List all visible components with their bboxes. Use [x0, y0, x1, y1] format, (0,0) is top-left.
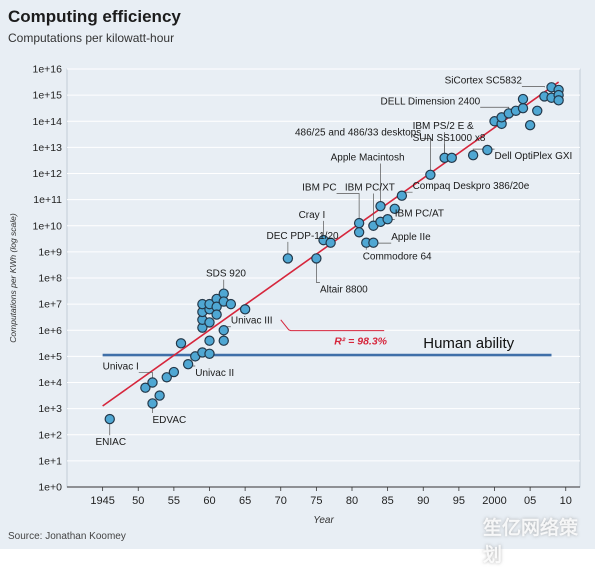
annotation-label: Univac II — [195, 368, 234, 379]
x-tick-label: 70 — [275, 495, 287, 507]
data-point — [283, 254, 292, 263]
y-tick-label: 1e+8 — [38, 273, 62, 285]
r-squared-label: R² = 98.3% — [334, 336, 387, 348]
data-point — [148, 378, 157, 387]
y-tick-label: 1e+16 — [33, 64, 63, 76]
data-point — [219, 336, 228, 345]
y-tick-label: 1e+9 — [38, 246, 62, 258]
annotation-label: Apple IIe — [391, 232, 431, 243]
data-point — [176, 339, 185, 348]
data-point — [205, 318, 214, 327]
data-point — [426, 170, 435, 179]
annotation-label: Apple Macintosh — [331, 152, 405, 163]
annotation-label: SUN SS1000 x8 — [413, 133, 486, 144]
data-point — [533, 106, 542, 115]
annotation-label: Univac I — [103, 361, 139, 372]
data-point — [369, 238, 378, 247]
annotation-label: IBM PC/AT — [395, 209, 444, 220]
x-tick-label: 50 — [132, 495, 144, 507]
data-point — [518, 104, 527, 113]
data-point — [105, 414, 114, 423]
data-point — [469, 151, 478, 160]
data-point — [447, 153, 456, 162]
x-tick-label: 60 — [203, 495, 215, 507]
annotation-label: SiCortex SC5832 — [445, 75, 523, 86]
watermark: 笙亿网络策划 — [483, 513, 595, 567]
data-point — [526, 121, 535, 130]
data-point — [169, 367, 178, 376]
data-point — [205, 349, 214, 358]
x-tick-label: 55 — [168, 495, 180, 507]
y-tick-label: 1e+2 — [38, 429, 62, 441]
y-tick-label: 1e+7 — [38, 299, 62, 311]
y-axis-label: Computations per KWh (log scale) — [8, 213, 18, 343]
data-point — [483, 145, 492, 154]
annotation-label: IBM PC/XT — [345, 182, 395, 193]
x-tick-label: 10 — [560, 495, 572, 507]
annotation-labels: ENIAC EDVAC Univac I Univac II Univac III SDS… — [96, 75, 573, 448]
annotation-label: ENIAC — [96, 437, 127, 448]
y-tick-label: 1e+0 — [38, 482, 62, 494]
y-tick-label: 1e+14 — [33, 116, 63, 128]
x-tick-label: 75 — [310, 495, 322, 507]
y-tick-label: 1e+6 — [38, 325, 62, 337]
data-point — [205, 336, 214, 345]
y-tick-label: 1e+10 — [33, 220, 63, 232]
scatter-chart: Human ability R² = 98.3% ENIAC EDVAC Univa… — [0, 0, 595, 525]
x-tick-label: 05 — [524, 495, 536, 507]
annotation-label: Commodore 64 — [363, 252, 432, 263]
data-point — [226, 300, 235, 309]
x-tick-label: 95 — [453, 495, 465, 507]
x-axis-label: Year — [313, 515, 334, 525]
annotation-label: DEC PDP-11/20 — [267, 231, 340, 242]
data-point — [155, 391, 164, 400]
source-note: Source: Jonathan Koomey — [8, 531, 126, 542]
data-point — [397, 191, 406, 200]
x-tick-label: 2000 — [482, 495, 506, 507]
annotation-label: SDS 920 — [206, 269, 246, 280]
annotation-leader — [421, 139, 430, 175]
x-tick-label: 80 — [346, 495, 358, 507]
annotation-label: 486/25 and 486/33 desktops — [295, 128, 421, 139]
annotation-label: Univac III — [231, 316, 273, 327]
data-point — [212, 310, 221, 319]
y-tick-label: 1e+12 — [33, 168, 63, 180]
annotation-leader — [522, 86, 544, 87]
human-ability-layer: Human ability — [103, 335, 552, 355]
x-tick-label: 1945 — [90, 495, 114, 507]
data-point — [554, 96, 563, 105]
annotation-label: EDVAC — [153, 415, 187, 426]
human-ability-label: Human ability — [423, 335, 514, 352]
y-tick-label: 1e+15 — [33, 90, 63, 102]
data-point — [219, 326, 228, 335]
data-point — [383, 215, 392, 224]
data-point — [355, 228, 364, 237]
annotation-label: IBM PS/2 E & — [413, 121, 474, 132]
data-point — [184, 360, 193, 369]
y-tick-label: 1e+11 — [33, 194, 62, 206]
x-tick-label: 90 — [417, 495, 429, 507]
annotation-leader — [337, 193, 360, 223]
data-point — [355, 219, 364, 228]
annotation-label: DELL Dimension 2400 — [381, 96, 481, 107]
r-squared-leader — [281, 320, 384, 331]
y-tick-label: 1e+4 — [38, 377, 62, 389]
y-tick-label: 1e+5 — [38, 351, 62, 363]
annotation-label: Dell OptiPlex GXI — [495, 151, 573, 162]
annotation-label: Compaq Deskpro 386/20e — [413, 181, 530, 192]
y-tick-label: 1e+13 — [33, 142, 63, 154]
data-point — [518, 94, 527, 103]
data-point — [376, 202, 385, 211]
data-point — [148, 399, 157, 408]
annotation-label: IBM PC — [302, 182, 336, 193]
data-point — [312, 254, 321, 263]
annotation-label: Altair 8800 — [320, 284, 368, 295]
y-tick-label: 1e+1 — [38, 455, 62, 467]
annotation-label: Cray I — [299, 210, 326, 221]
x-tick-label: 85 — [382, 495, 394, 507]
y-tick-label: 1e+3 — [38, 403, 62, 415]
x-tick-label: 65 — [239, 495, 251, 507]
data-point — [241, 305, 250, 314]
